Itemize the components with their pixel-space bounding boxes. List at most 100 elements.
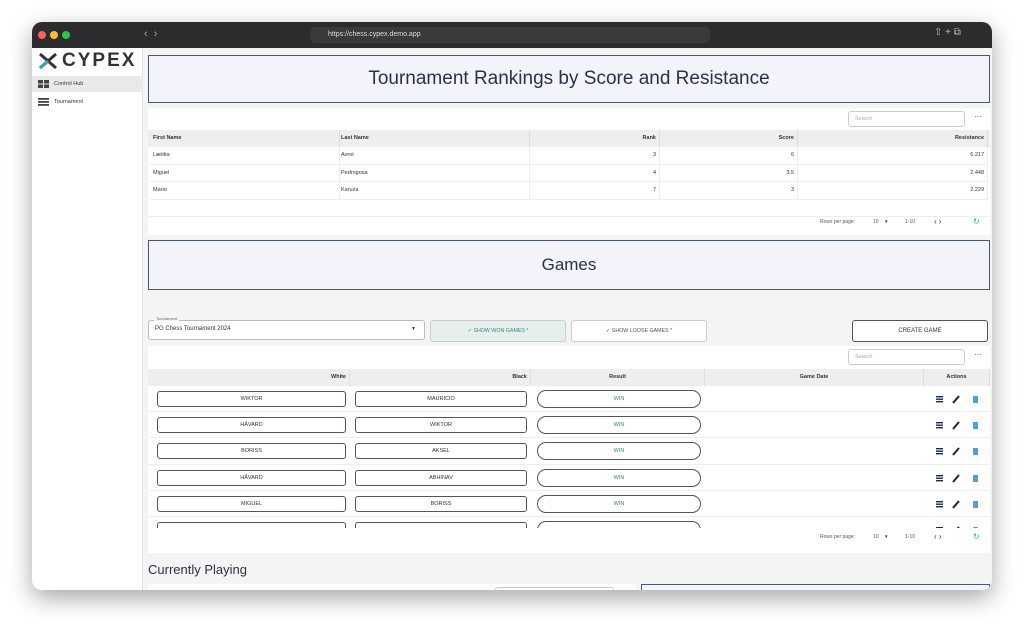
select-arrow: ▼ — [411, 326, 416, 332]
player-black[interactable]: ABHINAV — [355, 469, 527, 486]
table-row: Miguel Pedrogosa 4 3.5 2.448 — [148, 164, 990, 182]
table-body: Lætitia Avrot 3 6 6.217 Miguel Pedrogosa 4 3.5 2.… — [148, 147, 990, 232]
result[interactable]: WIN — [537, 442, 701, 461]
player-black[interactable]: BORISS — [355, 495, 527, 512]
close[interactable] — [38, 31, 46, 39]
more[interactable]: ··· — [974, 112, 982, 121]
column-header: Resistance — [798, 130, 988, 147]
result[interactable]: WIN — [537, 494, 701, 513]
player-white[interactable]: HÅVARD — [157, 417, 346, 434]
player-black[interactable]: MAURICIO — [355, 391, 527, 407]
column-header: Score — [660, 130, 798, 147]
nav-arrows[interactable]: ‹ › — [144, 28, 158, 40]
sidebar: CYPEX Control Hub Tournament — [32, 48, 143, 590]
table-cell: 6.217 — [798, 147, 988, 165]
pagination: Rows per page: 10 ▼ 1-10 ‹ › ↻ — [148, 532, 990, 546]
pagination-nav[interactable]: ‹ › — [934, 217, 942, 226]
browser-window: ‹ › https://chess.cypex.demo.app ⇧ + ⧉ C… — [32, 22, 992, 590]
check: ✓ — [467, 328, 474, 334]
table-cell: Avrot — [338, 147, 530, 165]
column-header: White — [148, 369, 350, 386]
player-white[interactable]: MIGUEL — [157, 495, 346, 512]
table-cell: 3 — [660, 182, 798, 200]
zoom[interactable] — [62, 31, 70, 39]
player-black[interactable]: WIKTOR — [355, 417, 527, 434]
pagination: Rows per page: 10 ▼ 1-10 ‹ › ↻ — [148, 217, 990, 231]
nav-icons — [38, 80, 49, 106]
player-black[interactable] — [355, 522, 527, 528]
row-actions[interactable] — [936, 420, 986, 430]
logo-icon — [39, 52, 57, 70]
table-header: White Black Result Game Date Actions — [148, 369, 990, 386]
rows-per-page[interactable]: 10 — [873, 219, 879, 225]
pagination-range: 1-10 — [905, 534, 916, 540]
create-game[interactable]: CREATE GAME — [852, 320, 988, 342]
table-row: Lætitia Avrot 3 6 6.217 — [148, 147, 990, 165]
search[interactable]: Search — [848, 111, 965, 127]
pagination-nav[interactable]: ‹ › — [934, 532, 942, 541]
pagination-range: 1-10 — [905, 219, 916, 225]
section-title: Currently Playing — [148, 562, 247, 577]
nav-item[interactable]: Control Hub — [32, 76, 143, 92]
result[interactable]: WIN — [537, 416, 701, 435]
filter-won[interactable]: ✓ SHOW WON GAMES * — [430, 320, 566, 342]
pagination-label: Rows per page: — [820, 219, 856, 225]
table-row: MIGUEL BORISS WIN — [148, 491, 990, 517]
table-cell: 2.229 — [798, 182, 988, 200]
select-label: Tournament — [154, 316, 180, 321]
player-white[interactable]: BORISS — [157, 443, 346, 460]
table-cell: Karuza — [338, 182, 530, 200]
rankings-card: Search ··· First Name Last Name Rank Score R… — [148, 108, 990, 235]
result[interactable] — [537, 521, 701, 528]
column-header: First Name — [150, 130, 340, 147]
table-row: WIKTOR MAURICIO WIN — [148, 386, 990, 413]
table-cell: 2.448 — [798, 164, 988, 182]
table-row: BORISS AKSEL WIN — [148, 438, 990, 465]
result[interactable]: WIN — [537, 468, 701, 487]
card — [641, 584, 990, 590]
player-black[interactable]: AKSEL — [355, 443, 527, 460]
toolbar-icons[interactable]: ⇧ + ⧉ — [934, 27, 961, 38]
toolbar: ‹ › https://chess.cypex.demo.app ⇧ + ⧉ — [32, 22, 992, 48]
minimize[interactable] — [50, 31, 58, 39]
games-title: Games — [148, 240, 990, 290]
row-actions[interactable] — [936, 446, 986, 457]
tournament-select[interactable]: Tournament PG Chess Tournament 2024 ▼ — [148, 316, 425, 340]
column-header: Black — [350, 369, 531, 386]
table-body: WIKTOR MAURICIO WIN HÅVARD WIKTOR WIN BORISS AK… — [148, 386, 990, 528]
row-actions[interactable] — [936, 525, 986, 528]
more[interactable]: ··· — [974, 350, 982, 359]
table-cell: Lætitia — [150, 147, 340, 165]
filter-label: SHOW LOOSE GAMES * — [611, 328, 673, 334]
row-actions[interactable] — [936, 473, 986, 483]
row-actions[interactable] — [936, 499, 986, 509]
table-row: HÅVARD ABHINAV WIN — [148, 465, 990, 491]
input[interactable] — [495, 587, 614, 590]
nav-item[interactable]: Tournament — [54, 99, 84, 105]
filter-loose[interactable]: ✓ SHOW LOOSE GAMES * — [571, 320, 707, 342]
player-white[interactable]: HÅVARD — [157, 469, 346, 486]
address-bar[interactable]: https://chess.cypex.demo.app — [310, 27, 710, 43]
column-header: Rank — [530, 130, 660, 147]
player-white[interactable]: WIKTOR — [157, 391, 346, 407]
dropdown-arrow: ▼ — [884, 219, 889, 224]
rankings-title: Tournament Rankings by Score and Resista… — [148, 55, 990, 103]
table-row — [148, 517, 990, 528]
dropdown-arrow: ▼ — [884, 534, 889, 539]
table-cell: 3.5 — [660, 164, 798, 182]
refresh[interactable]: ↻ — [973, 532, 980, 541]
table-cell: Pedrogosa — [338, 164, 530, 182]
column-header: Result — [531, 369, 705, 386]
table-cell: 7 — [530, 182, 660, 200]
result[interactable]: WIN — [537, 390, 701, 408]
player-white[interactable] — [157, 522, 346, 528]
table-cell: Miguel — [150, 164, 340, 182]
rows-per-page[interactable]: 10 — [873, 534, 879, 540]
refresh[interactable]: ↻ — [973, 217, 980, 226]
card — [148, 584, 636, 590]
column-header: Actions — [924, 369, 990, 386]
row-actions[interactable] — [936, 394, 986, 404]
search[interactable]: Search — [848, 349, 965, 365]
pagination-label: Rows per page: — [820, 534, 856, 540]
